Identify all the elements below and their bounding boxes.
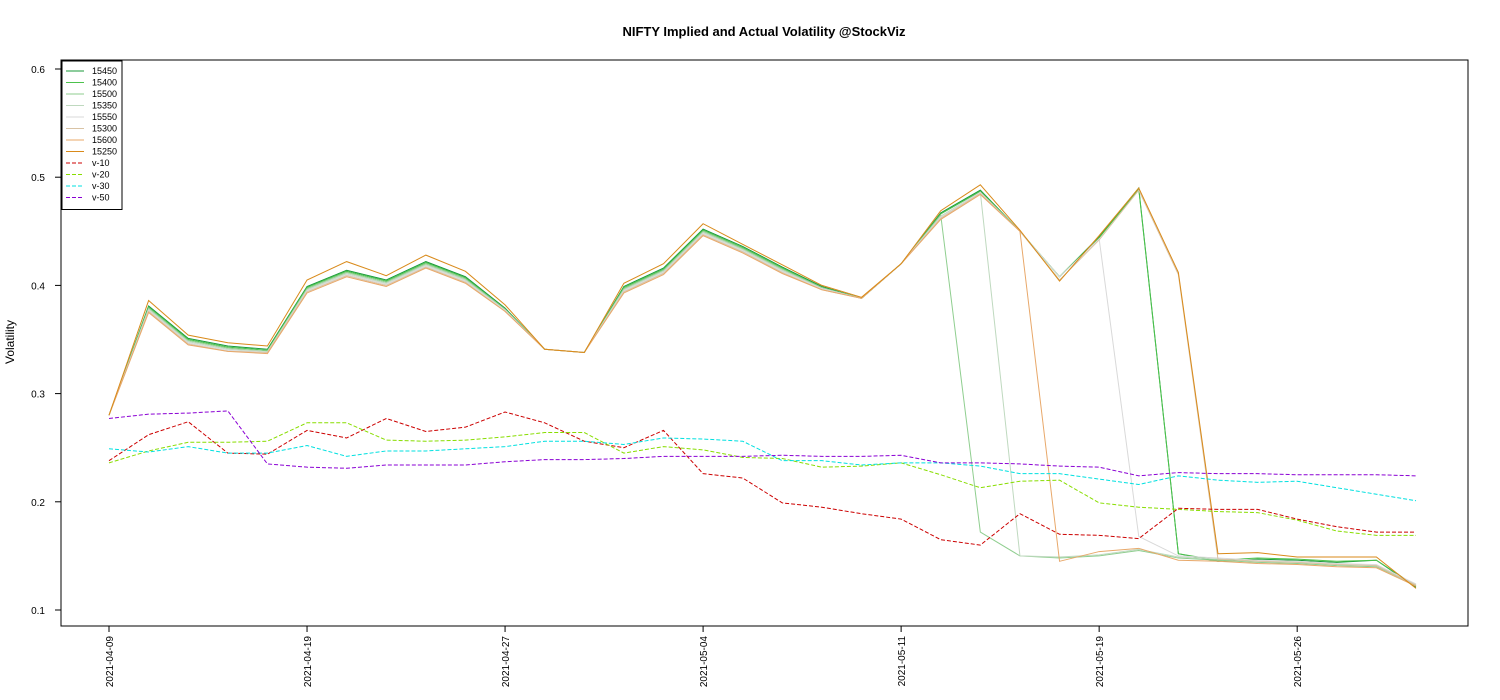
legend-label-15300: 15300 (92, 124, 117, 134)
series-line-v-30 (108, 437, 1417, 502)
legend-label-15500: 15500 (92, 89, 117, 99)
series-line-15450 (108, 186, 1417, 588)
series-line-15250 (108, 184, 1417, 589)
x-tick-label: 2021-05-19 (1095, 636, 1106, 688)
x-axis: 2021-04-09 2021-04-19 2021-04-27 2021-05-04… (105, 626, 1304, 687)
plot-frame (60, 59, 1469, 627)
y-tick-label: 0.4 (31, 281, 45, 292)
legend-label-v-30: v-30 (92, 181, 110, 191)
legend-label-v-20: v-20 (92, 170, 110, 180)
legend-label-15350: 15350 (92, 101, 117, 111)
y-tick-label: 0.1 (31, 606, 45, 617)
legend-box (61, 60, 123, 210)
legend-label-v-10: v-10 (92, 158, 110, 168)
series-line-15500 (108, 213, 1417, 586)
legend-label-15450: 15450 (92, 66, 117, 76)
series-line-15550 (108, 191, 1417, 585)
y-tick-label: 0.6 (31, 65, 45, 76)
legend-label-15550: 15550 (92, 112, 117, 122)
legend-label-v-50: v-50 (92, 193, 110, 203)
y-tick-label: 0.5 (31, 173, 45, 184)
series-layer (108, 184, 1417, 589)
x-tick-label: 2021-04-27 (501, 636, 512, 688)
x-tick-label: 2021-04-19 (303, 636, 314, 688)
y-axis-label: Volatility (3, 320, 17, 364)
series-line-v-50 (108, 410, 1417, 477)
series-line-15350 (108, 191, 1417, 585)
x-tick-label: 2021-05-26 (1293, 636, 1304, 688)
legend-label-15250: 15250 (92, 147, 117, 157)
y-tick-label: 0.3 (31, 390, 45, 401)
legend-label-15600: 15600 (92, 135, 117, 145)
chart-title: NIFTY Implied and Actual Volatility @Sto… (622, 24, 906, 39)
series-line-v-20 (108, 422, 1416, 536)
x-tick-label: 2021-04-09 (105, 636, 116, 688)
y-axis: 0.1 0.2 0.3 0.4 0.5 0.6 (31, 65, 61, 617)
legend-label-15400: 15400 (92, 78, 117, 88)
series-line-v-10 (108, 411, 1416, 546)
x-tick-label: 2021-05-04 (699, 636, 710, 688)
y-tick-label: 0.2 (31, 498, 45, 509)
x-tick-label: 2021-05-11 (897, 636, 908, 687)
series-line-15300 (108, 189, 1417, 586)
series-line-15400 (108, 187, 1417, 587)
series-line-15600 (108, 193, 1417, 587)
